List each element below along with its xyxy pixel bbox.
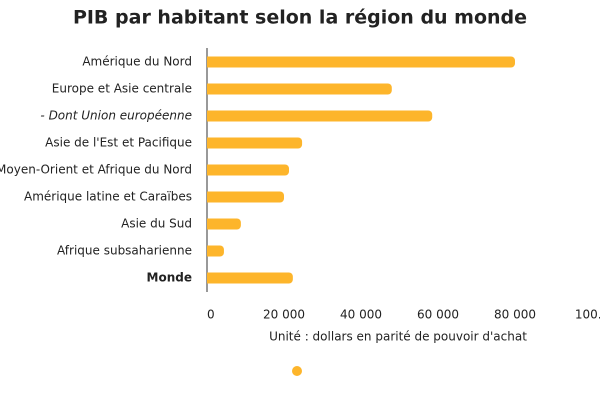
x-tick-label: 40 000 (340, 308, 382, 322)
y-tick-label: Afrique subsaharienne (57, 244, 192, 258)
bar (207, 56, 515, 68)
x-tick-label: 20 000 (263, 308, 305, 322)
bar (207, 164, 290, 176)
bar (207, 110, 433, 122)
bar (207, 245, 224, 257)
x-tick-label: 60 000 (417, 308, 459, 322)
bar (207, 137, 303, 149)
x-axis-label: Unité : dollars en parité de pouvoir d'a… (269, 330, 527, 344)
x-tick-label: 80 000 (494, 308, 536, 322)
bar (207, 218, 241, 230)
legend-marker (292, 366, 302, 376)
x-tick-label: 0 (207, 308, 215, 322)
bar (206, 83, 392, 95)
y-tick-label: Amérique du Nord (82, 55, 192, 69)
y-tick-label: Amérique latine et Caraïbes (24, 190, 192, 204)
y-tick-label: Moyen-Orient et Afrique du Nord (0, 163, 192, 177)
chart-title: PIB par habitant selon la région du mond… (73, 7, 527, 29)
bar (207, 272, 293, 284)
y-tick-label: Europe et Asie centrale (52, 82, 192, 96)
x-tick-label: 100... (575, 308, 600, 322)
y-tick-label: - Dont Union européenne (40, 109, 192, 123)
y-tick-label: Asie de l'Est et Pacifique (45, 136, 192, 150)
y-tick-label: Monde (147, 271, 192, 285)
y-tick-label: Asie du Sud (121, 217, 192, 231)
bar (207, 191, 284, 203)
